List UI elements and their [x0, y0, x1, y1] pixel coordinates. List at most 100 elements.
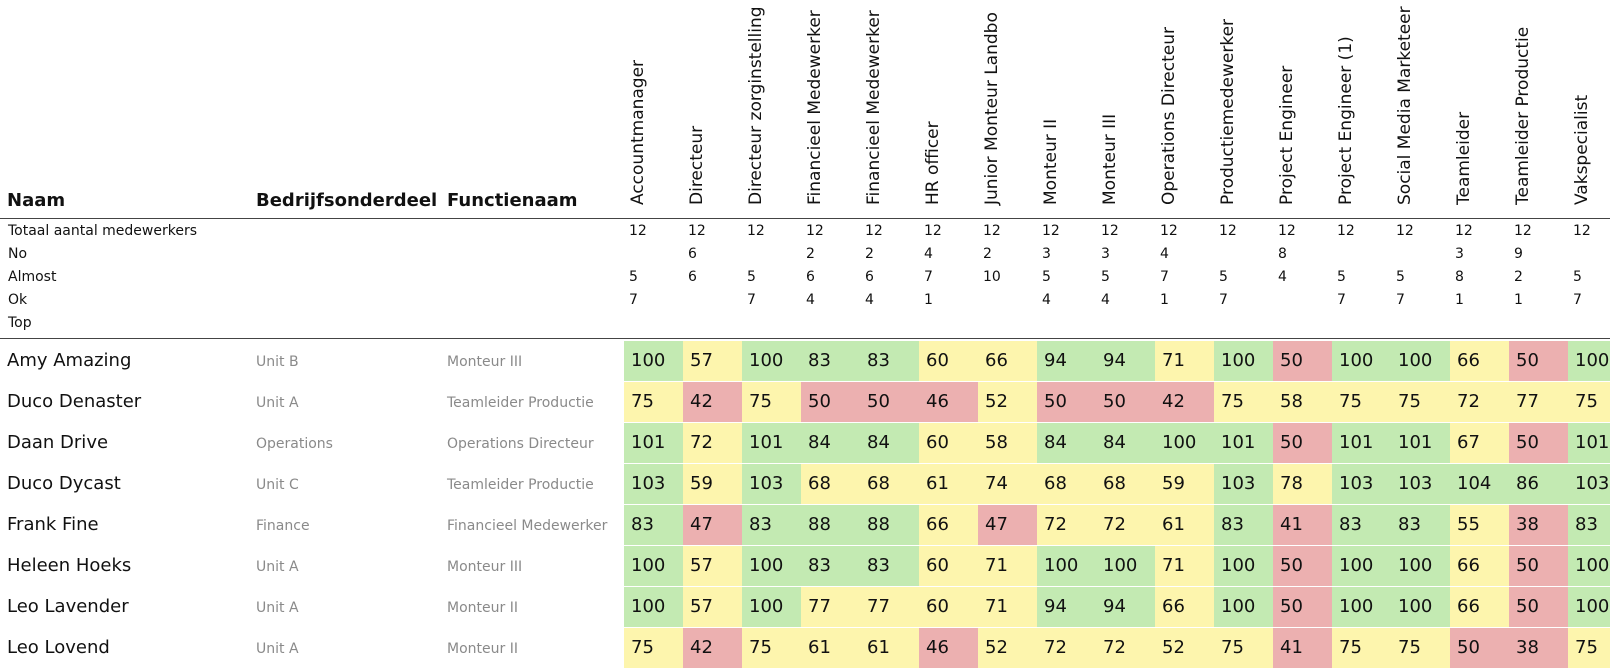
- score-cell: 78: [1273, 464, 1332, 504]
- col-header-role-label: Operations Directeur: [1159, 27, 1179, 205]
- score-cell: 100: [1568, 341, 1610, 381]
- score-cell: 100: [742, 341, 801, 381]
- person-row[interactable]: Leo Lavender Unit A Monteur II 100 57 100 77 77…: [0, 587, 1610, 627]
- col-header-role[interactable]: Teamleider Productie: [1509, 0, 1539, 205]
- col-header-role-label: Productiemedewerker: [1218, 18, 1238, 205]
- col-header-role[interactable]: Financieel Medewerker: [860, 0, 890, 205]
- score-cell: 83: [1568, 505, 1610, 545]
- summary-value: 2: [1514, 269, 1523, 285]
- col-header-role[interactable]: Directeur: [683, 0, 713, 205]
- col-header-role[interactable]: Monteur II: [1037, 0, 1067, 205]
- col-header-role[interactable]: Accountmanager: [624, 0, 654, 205]
- summary-row: No 6 2 2 4 2 3 3 4 8 3 9: [0, 243, 1610, 266]
- col-header-role-label: Social Media Marketeer: [1395, 6, 1415, 205]
- person-function: Operations Directeur: [447, 436, 594, 452]
- summary-value: 6: [688, 246, 697, 262]
- score-cell: 66: [1450, 587, 1509, 627]
- summary-value: 12: [1337, 223, 1355, 239]
- score-cell: 100: [1391, 546, 1450, 586]
- person-row[interactable]: Amy Amazing Unit B Monteur III 100 57 100 83 83…: [0, 341, 1610, 381]
- summary-value: 4: [1042, 292, 1051, 308]
- score-cell: 94: [1096, 341, 1155, 381]
- col-header-functienaam[interactable]: Functienaam: [447, 190, 578, 211]
- col-header-role[interactable]: Operations Directeur: [1155, 0, 1185, 205]
- summary-divider: [0, 338, 1610, 339]
- summary-value: 3: [1042, 246, 1051, 262]
- score-cell: 83: [860, 546, 919, 586]
- score-cell: 100: [1332, 341, 1391, 381]
- summary-value: 4: [865, 292, 874, 308]
- col-header-role[interactable]: HR officer: [919, 0, 949, 205]
- summary-value: 5: [1337, 269, 1346, 285]
- score-cell: 42: [683, 628, 742, 668]
- score-cell: 61: [801, 628, 860, 668]
- col-header-role-label: Project Engineer: [1277, 65, 1297, 205]
- score-cell: 83: [801, 341, 860, 381]
- score-cell: 72: [1037, 505, 1096, 545]
- summary-value: 4: [806, 292, 815, 308]
- person-row[interactable]: Frank Fine Finance Financieel Medewerker 83…: [0, 505, 1610, 545]
- col-header-role[interactable]: Directeur zorginstelling: [742, 0, 772, 205]
- summary-row: Totaal aantal medewerkers 12 12 12 12 12 12 12 1…: [0, 220, 1610, 243]
- score-cell: 66: [1450, 341, 1509, 381]
- score-cell: 50: [1273, 587, 1332, 627]
- summary-row: Ok 7 7 4 4 1 4 4 1 7 7 7 1 1 7: [0, 289, 1610, 312]
- person-unit: Unit A: [256, 600, 299, 616]
- summary-value: 5: [1219, 269, 1228, 285]
- person-unit: Unit B: [256, 354, 299, 370]
- score-cell: 100: [1214, 546, 1273, 586]
- score-cell: 38: [1509, 628, 1568, 668]
- person-row[interactable]: Daan Drive Operations Operations Directeur…: [0, 423, 1610, 463]
- col-header-bedrijfsonderdeel[interactable]: Bedrijfsonderdeel: [256, 190, 438, 211]
- score-cell: 84: [860, 423, 919, 463]
- person-unit: Finance: [256, 518, 310, 534]
- col-header-role[interactable]: Productiemedewerker: [1214, 0, 1244, 205]
- score-cell: 103: [1214, 464, 1273, 504]
- score-cell: 101: [1332, 423, 1391, 463]
- col-header-role[interactable]: Junior Monteur Landbo: [978, 0, 1008, 205]
- col-header-role[interactable]: Social Media Marketeer: [1391, 0, 1421, 205]
- col-header-role-label: Financieel Medewerker: [864, 10, 884, 205]
- summary-value: 6: [806, 269, 815, 285]
- score-cell: 57: [683, 587, 742, 627]
- score-cell: 103: [1568, 464, 1610, 504]
- summary-value: 12: [1573, 223, 1591, 239]
- score-cell: 77: [1509, 382, 1568, 422]
- score-cell: 55: [1450, 505, 1509, 545]
- person-row[interactable]: Duco Denaster Unit A Teamleider Productie 7…: [0, 382, 1610, 422]
- person-unit: Unit A: [256, 559, 299, 575]
- col-header-role-label: Directeur zorginstelling: [746, 6, 766, 205]
- summary-value: 7: [629, 292, 638, 308]
- summary-value: 7: [747, 292, 756, 308]
- col-header-role[interactable]: Teamleider: [1450, 0, 1480, 205]
- score-cell: 83: [624, 505, 683, 545]
- score-cell: 60: [919, 341, 978, 381]
- score-cell: 50: [1450, 628, 1509, 668]
- person-row[interactable]: Leo Lovend Unit A Monteur II 75 42 75 61 61 46 52…: [0, 628, 1610, 668]
- col-header-role[interactable]: Project Engineer: [1273, 0, 1303, 205]
- col-header-naam[interactable]: Naam: [7, 190, 66, 211]
- score-cell: 41: [1273, 628, 1332, 668]
- score-cell: 101: [742, 423, 801, 463]
- score-cell: 61: [919, 464, 978, 504]
- col-header-role[interactable]: Financieel Medewerker: [801, 0, 831, 205]
- score-cell: 68: [1096, 464, 1155, 504]
- score-cell: 75: [1568, 628, 1610, 668]
- col-header-role[interactable]: Project Engineer (1): [1332, 0, 1362, 205]
- col-header-role[interactable]: Monteur III: [1096, 0, 1126, 205]
- score-cell: 47: [978, 505, 1037, 545]
- score-cell: 75: [1391, 628, 1450, 668]
- col-header-role-label: Monteur II: [1041, 118, 1061, 205]
- person-name: Daan Drive: [7, 432, 109, 453]
- score-cell: 100: [624, 341, 683, 381]
- score-cell: 74: [978, 464, 1037, 504]
- score-cell: 71: [978, 587, 1037, 627]
- score-cell: 100: [1568, 587, 1610, 627]
- score-cell: 101: [624, 423, 683, 463]
- summary-label: Top: [8, 315, 32, 331]
- person-row[interactable]: Duco Dycast Unit C Teamleider Productie 103…: [0, 464, 1610, 504]
- person-row[interactable]: Heleen Hoeks Unit A Monteur III 100 57 100 83 8…: [0, 546, 1610, 586]
- person-function: Teamleider Productie: [447, 395, 594, 411]
- score-cell: 104: [1450, 464, 1509, 504]
- col-header-role[interactable]: Vakspecialist: [1568, 0, 1598, 205]
